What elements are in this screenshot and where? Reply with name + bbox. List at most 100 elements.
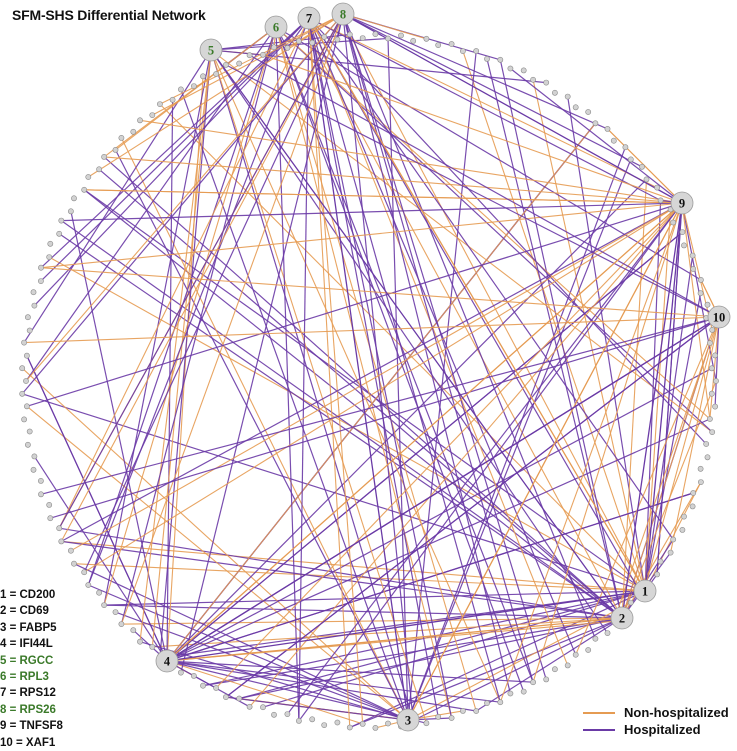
peripheral-node-163	[697, 290, 704, 297]
edge-134	[308, 17, 674, 540]
edge-145	[308, 17, 439, 718]
edge-10	[22, 393, 646, 592]
hub-edge-1	[166, 590, 646, 662]
peripheral-node-161	[690, 266, 697, 272]
peripheral-node-7	[697, 465, 704, 472]
peripheral-node-63	[130, 627, 137, 634]
edge-98	[210, 49, 608, 634]
peripheral-node-29	[530, 679, 536, 686]
edge-208	[575, 316, 720, 655]
hub-edge-10	[166, 316, 720, 662]
peripheral-node-93	[38, 278, 44, 284]
peripheral-node-81	[26, 428, 33, 435]
hub-key-item-9: 9 = TNFSF8	[0, 720, 63, 733]
hub-label-6: 6	[273, 20, 279, 34]
hub-node-6	[264, 15, 288, 39]
edge-200	[225, 64, 720, 318]
peripheral-node-94	[38, 264, 44, 271]
hub-key-item-10: 10 = XAF1	[0, 736, 56, 749]
peripheral-node-12	[679, 527, 686, 533]
edge-69	[166, 178, 647, 662]
edge-107	[151, 49, 212, 647]
edge-12	[644, 293, 702, 592]
peripheral-node-2	[712, 403, 718, 410]
peripheral-node-151	[627, 156, 634, 163]
hub-key-item-8: 8 = RPS26	[0, 703, 56, 716]
peripheral-node-72	[58, 538, 65, 545]
peripheral-node-16	[654, 571, 660, 578]
peripheral-node-137	[484, 56, 490, 62]
edge-146	[120, 13, 344, 625]
peripheral-node-141	[530, 76, 536, 83]
edge-54	[26, 405, 409, 721]
peripheral-node-140	[520, 67, 527, 74]
peripheral-node-148	[604, 125, 611, 132]
edge-27	[103, 156, 623, 619]
peripheral-node-103	[96, 166, 102, 173]
peripheral-node-152	[639, 163, 645, 170]
hub-label-9: 9	[679, 196, 685, 210]
edge-205	[40, 267, 720, 318]
peripheral-node-27	[552, 666, 558, 673]
hub-key-item-5: 5 = RGCC	[0, 654, 54, 667]
edge-127	[308, 17, 364, 724]
peripheral-node-154	[654, 184, 660, 191]
edge-9	[644, 481, 702, 592]
edge-58	[180, 89, 409, 721]
edge-37	[60, 220, 623, 619]
hub-label-4: 4	[164, 654, 171, 668]
peripheral-node-51	[260, 704, 266, 711]
peripheral-node-98	[58, 217, 65, 224]
peripheral-node-48	[295, 718, 302, 724]
edge-131	[298, 17, 310, 721]
edge-175	[262, 54, 683, 204]
hub-node-8	[331, 2, 355, 26]
peripheral-node-157	[670, 219, 677, 226]
hub-node-5	[199, 38, 223, 62]
peripheral-node-23	[592, 635, 599, 642]
edge-100	[210, 49, 427, 724]
edge-14	[567, 96, 646, 592]
hub-key-item-1: 1 = CD200	[0, 589, 56, 601]
peripheral-node-13	[670, 536, 677, 543]
edge-139	[308, 17, 643, 596]
peripheral-node-97	[56, 230, 63, 237]
peripheral-node-91	[31, 302, 38, 309]
edge-80	[166, 76, 204, 662]
legend: Non-hospitalized Hospitalized	[583, 704, 729, 738]
edge-199	[225, 316, 720, 698]
edge-5	[262, 590, 646, 708]
edge-1	[48, 256, 646, 592]
peripheral-node-104	[101, 153, 107, 160]
peripheral-node-128	[372, 31, 379, 37]
peripheral-node-43	[359, 721, 366, 727]
peripheral-node-132	[423, 35, 430, 42]
edge-183	[656, 202, 683, 575]
peripheral-node-116	[222, 62, 229, 68]
edge-128	[308, 17, 658, 189]
peripheral-node-168	[712, 352, 718, 359]
peripheral-node-74	[47, 515, 54, 522]
peripheral-node-30	[520, 688, 527, 695]
edge-133	[308, 17, 661, 201]
hub-key-item-7: 7 = RPS12	[0, 687, 56, 700]
edge-170	[298, 202, 683, 722]
edge-77	[70, 211, 168, 662]
edge-125	[103, 26, 277, 158]
edge-147	[83, 13, 344, 573]
edge-185	[70, 202, 683, 552]
edge-194	[249, 54, 720, 318]
peripheral-node-44	[346, 724, 353, 731]
peripheral-node-52	[246, 703, 253, 710]
edge-73	[166, 660, 477, 712]
edge-112	[103, 26, 277, 606]
edge-115	[275, 26, 713, 433]
edge-159	[342, 13, 414, 722]
edge-157	[60, 13, 344, 542]
peripheral-node-108	[137, 117, 143, 124]
peripheral-node-78	[30, 466, 37, 473]
edge-190	[499, 202, 683, 703]
peripheral-node-95	[46, 254, 53, 260]
peripheral-node-127	[359, 35, 366, 41]
peripheral-node-28	[543, 676, 550, 683]
